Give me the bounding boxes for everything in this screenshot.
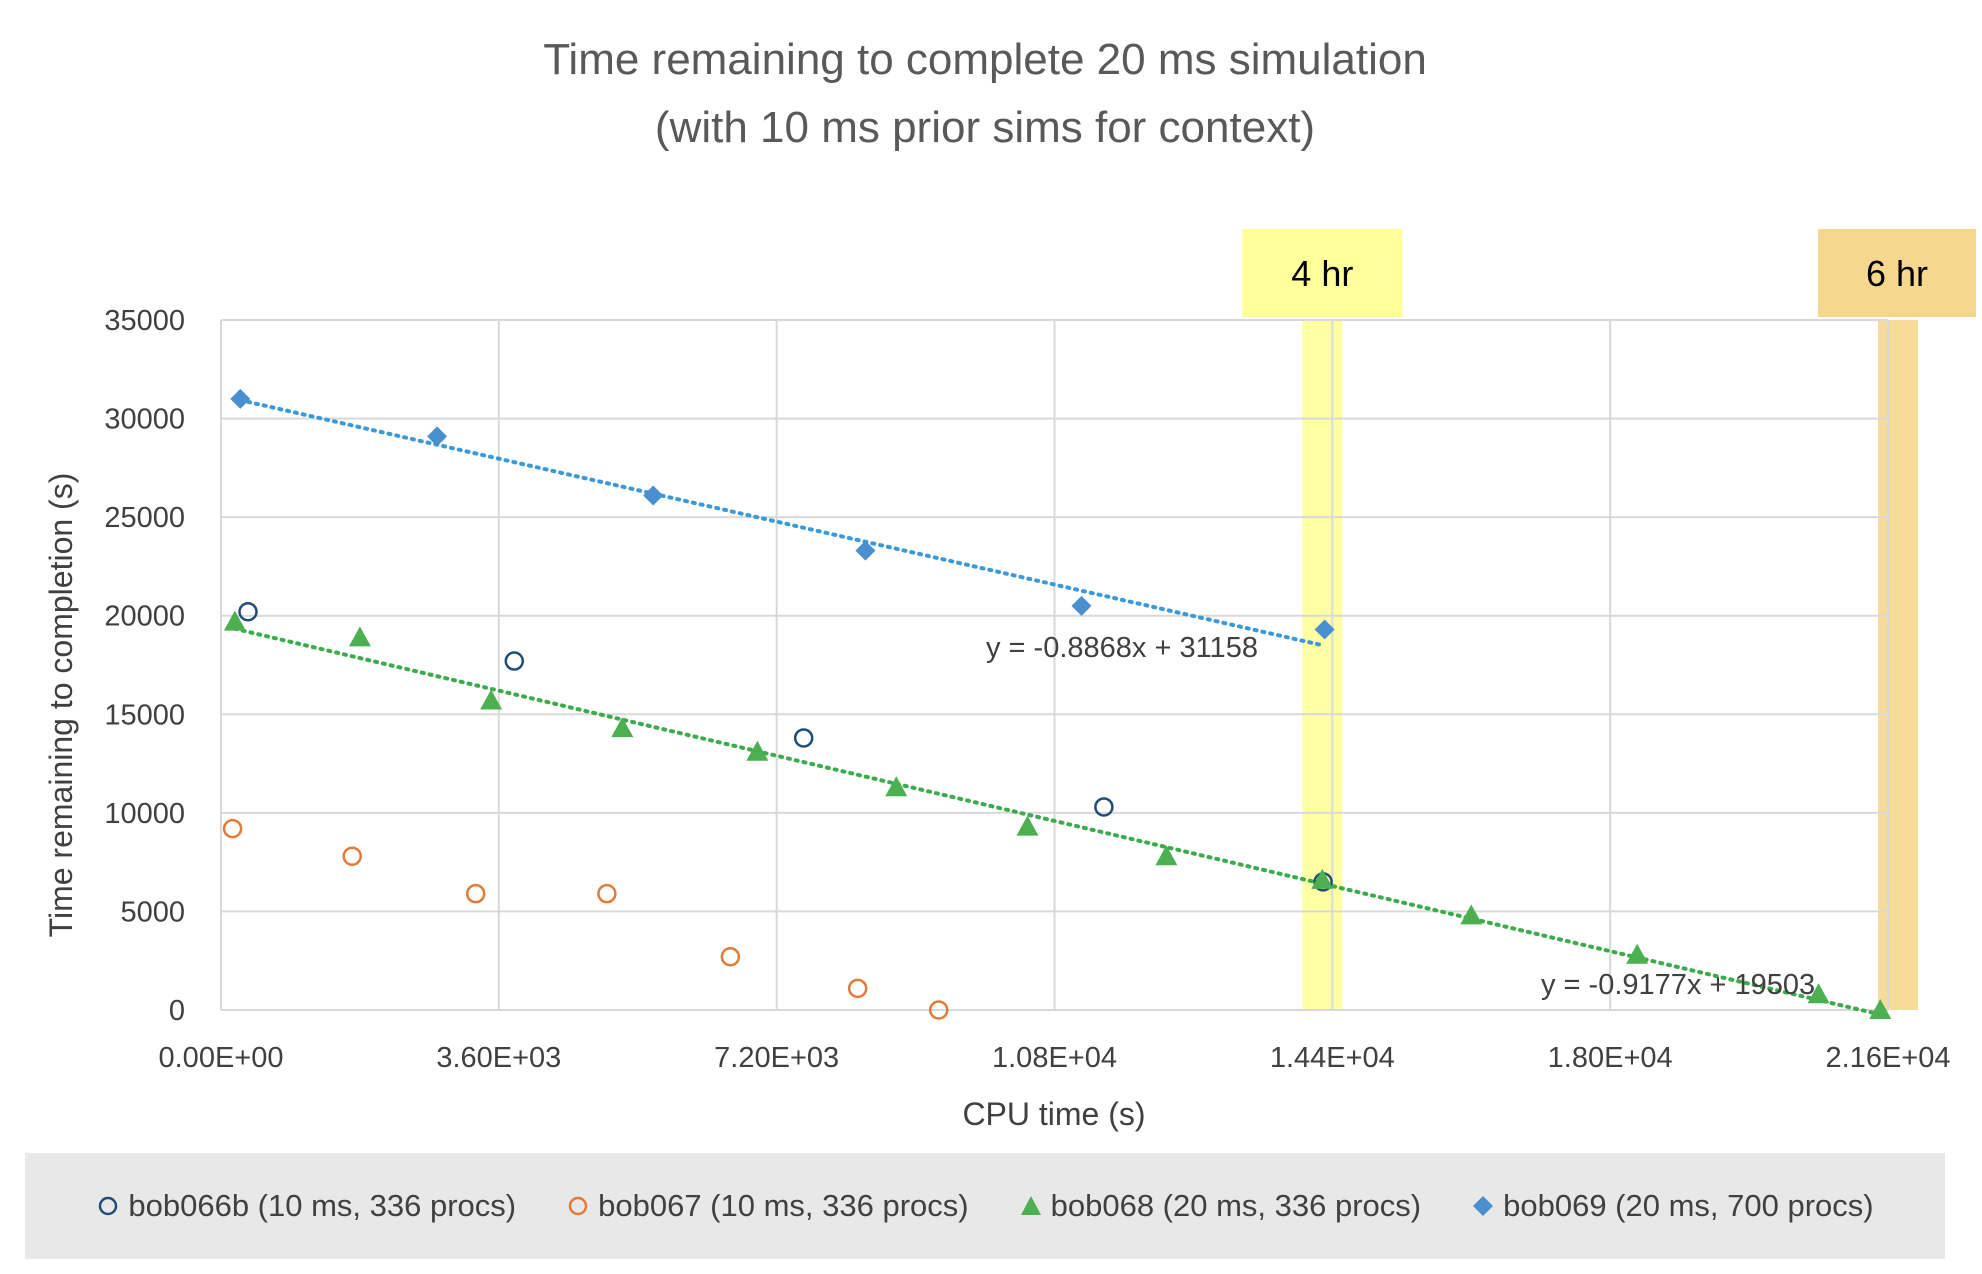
y-tick-label: 15000	[104, 699, 185, 731]
time-band-label-1: 6 hr	[1866, 253, 1928, 294]
y-tick-label: 30000	[104, 404, 185, 436]
x-axis-title: CPU time (s)	[962, 1096, 1145, 1132]
series-1-point	[928, 1000, 949, 1020]
series-2-point	[348, 626, 371, 647]
y-tick-label: 10000	[104, 798, 185, 830]
time-band-box-0	[1242, 229, 1403, 317]
trendline-equation-0: y = -0.8868x + 31158	[986, 632, 1258, 664]
time-bands: 4 hr 6 hr	[1242, 229, 1976, 1010]
series-2-point	[1155, 845, 1178, 866]
series-2-point	[885, 776, 908, 797]
series-0-point	[793, 728, 814, 748]
legend-marker-icon	[1020, 1196, 1041, 1215]
series-1-point	[720, 947, 741, 967]
legend-label: bob066b (10 ms, 336 procs)	[128, 1188, 517, 1223]
series-2-point	[1016, 815, 1039, 836]
y-axis-title: Time remaining to completion (s)	[43, 473, 79, 938]
series-3-point	[230, 388, 251, 409]
legend-marker-icon	[99, 1196, 118, 1216]
x-tick-label: 1.08E+04	[992, 1042, 1117, 1074]
trendlines: y = -0.8868x + 31158 y = -0.9177x + 19503	[232, 398, 1883, 1017]
time-band-1	[1878, 320, 1918, 1010]
x-tick-label: 3.60E+03	[436, 1042, 561, 1074]
trendline-1	[232, 626, 1883, 1017]
series-2-point	[611, 717, 634, 738]
x-tick-label: 0.00E+00	[159, 1042, 284, 1074]
series-2-point	[223, 610, 246, 631]
series-2-point	[480, 689, 503, 710]
series-1-point	[342, 846, 362, 866]
legend-marker-shape	[568, 1196, 588, 1216]
legend-label: bob068 (20 ms, 336 procs)	[1050, 1188, 1422, 1223]
time-band-0	[1302, 320, 1343, 1010]
series-3-point	[427, 426, 448, 447]
y-tick-label: 35000	[104, 305, 185, 337]
series-2-point	[1869, 999, 1892, 1019]
trendline-0	[238, 398, 1327, 648]
series-2-point	[746, 740, 769, 761]
legend-marker-icon	[1473, 1196, 1494, 1216]
legend-marker-shape	[99, 1196, 118, 1216]
legend: bob066b (10 ms, 336 procs) bob067 (10 ms,…	[25, 1153, 1945, 1259]
series-2-point	[1807, 983, 1830, 1004]
series-0-point	[504, 651, 525, 671]
series-1-point	[222, 818, 243, 839]
series-0-point	[238, 602, 258, 622]
series-3-point	[855, 540, 876, 561]
series-3-point	[643, 485, 664, 506]
series-2-point	[1626, 943, 1649, 964]
x-tick-label: 7.20E+03	[714, 1042, 839, 1074]
legend-item-0: bob066b (10 ms, 336 procs)	[96, 1188, 516, 1224]
x-tick-label: 2.16E+04	[1826, 1042, 1951, 1074]
trendline-equation-1: y = -0.9177x + 19503	[1541, 969, 1815, 1001]
y-tick-label: 20000	[104, 601, 185, 633]
legend-label: bob069 (20 ms, 700 procs)	[1503, 1188, 1874, 1223]
legend-item-1: bob067 (10 ms, 336 procs)	[566, 1188, 969, 1224]
legend-marker-shape	[1020, 1196, 1041, 1215]
legend-item-3: bob069 (20 ms, 700 procs)	[1471, 1188, 1874, 1224]
data-points	[222, 388, 1892, 1020]
legend-item-2: bob068 (20 ms, 336 procs)	[1019, 1188, 1422, 1224]
series-1-point	[597, 883, 617, 904]
axis-labels: 0 5000 10000 15000 20000 25000 30000 35000 0.00E…	[104, 305, 1950, 1074]
series-2-point	[1311, 868, 1334, 889]
legend-label: bob067 (10 ms, 336 procs)	[598, 1188, 969, 1223]
chart-title: Time remaining to complete 20 ms simulat…	[543, 35, 1427, 84]
gridlines	[220, 319, 1889, 1011]
series-2-point	[1460, 904, 1483, 925]
chart-subtitle: (with 10 ms prior sims for context)	[655, 103, 1315, 152]
time-band-box-1	[1818, 229, 1976, 317]
series-1-point	[465, 883, 486, 904]
time-band-label-0: 4 hr	[1291, 253, 1353, 294]
y-tick-label: 25000	[104, 502, 185, 534]
series-1-point	[847, 978, 868, 999]
legend-marker-shape	[1473, 1196, 1494, 1216]
series-3-point	[1071, 595, 1092, 616]
series-3-point	[1314, 619, 1335, 640]
series-0-point	[1094, 797, 1114, 817]
y-tick-label: 5000	[120, 896, 185, 928]
legend-marker-icon	[568, 1196, 588, 1216]
x-tick-label: 1.44E+04	[1270, 1042, 1395, 1074]
y-tick-label: 0	[169, 995, 185, 1027]
x-tick-label: 1.80E+04	[1548, 1042, 1673, 1074]
